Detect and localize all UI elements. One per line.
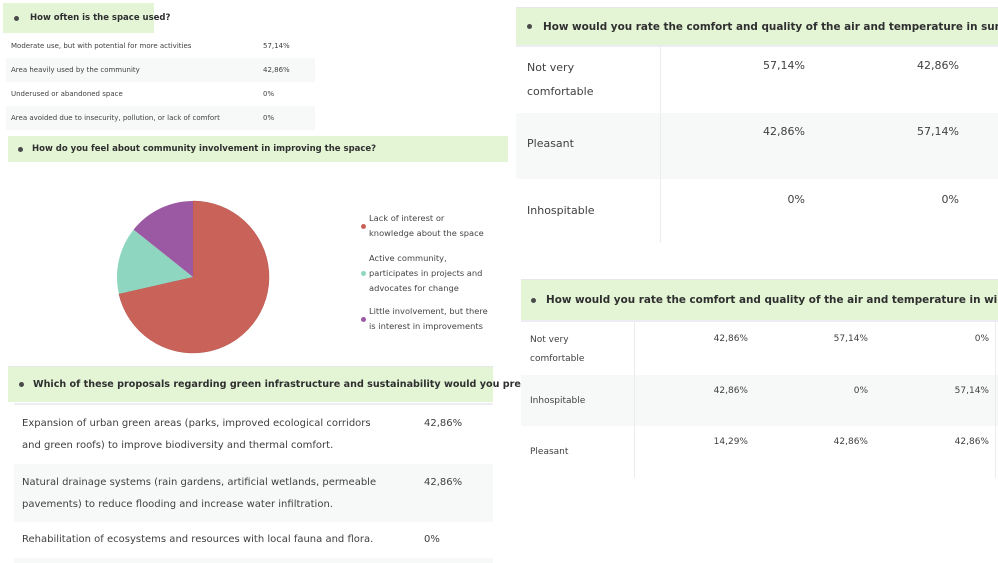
legend-dot-icon <box>361 223 366 229</box>
summer-question-header: How would you rate the comfort and quali… <box>516 8 998 45</box>
row-value-1: 42,86% <box>713 334 748 344</box>
row-label: Pleasant <box>527 137 574 150</box>
table-row: Not very comfortable 42,86% 57,14% 0% <box>521 322 998 375</box>
table-row: Rehabilitation of ecosystems and resourc… <box>14 522 493 558</box>
row-label: Underused or abandoned space <box>11 90 123 98</box>
bullet-icon <box>19 382 24 387</box>
pie-slice-little-involvement[interactable] <box>133 201 193 277</box>
row-value-3: 57,14% <box>954 386 989 396</box>
row-value-2: 57,14% <box>833 334 868 344</box>
row-value-1: 42,86% <box>713 386 748 396</box>
row-value-1: 0% <box>787 193 805 206</box>
proposals-question-header: Which of these proposals regarding green… <box>8 367 542 402</box>
row-value-2: 42,86% <box>917 59 959 72</box>
row-value-1: 57,14% <box>763 59 805 72</box>
row-value: 42,86% <box>424 477 463 488</box>
legend-text: Active community, <box>369 253 447 263</box>
proposals-question: Which of these proposals regarding green… <box>33 379 542 390</box>
row-label: Inhospitable <box>530 396 586 406</box>
table-row: Area heavily used by the community 42,86… <box>6 58 315 82</box>
legend-text: knowledge about the space <box>369 228 484 238</box>
row-value: 42,86% <box>424 418 463 429</box>
table-row: Moderate use, but with potential for mor… <box>6 33 315 58</box>
table-row: Natural drainage systems (rain gardens, … <box>14 464 493 522</box>
row-label: Inhospitable <box>527 204 595 217</box>
bullet-icon <box>14 15 19 21</box>
legend-item-active-community[interactable]: Active community, participates in projec… <box>361 251 482 296</box>
row-label: Moderate use, but with potential for mor… <box>11 41 192 50</box>
bullet-icon <box>531 297 536 303</box>
row-value-2: 42,86% <box>833 437 868 447</box>
row-value-1: 42,86% <box>763 125 805 138</box>
involvement-question-header: How do you feel about community involvem… <box>8 136 508 162</box>
table-row: Pleasant 14,29% 42,86% 42,86% <box>521 426 998 478</box>
involvement-pie-chart <box>116 200 270 354</box>
table-row: Pleasant 42,86% 57,14% <box>516 113 998 179</box>
table-row: Inhospitable 0% 0% <box>516 179 998 243</box>
involvement-question: How do you feel about community involvem… <box>32 144 377 154</box>
table-row-stub <box>14 558 493 563</box>
row-label: Pleasant <box>530 447 569 457</box>
legend-item-little-involvement[interactable]: Little involvement, but there is interes… <box>361 304 488 334</box>
divider <box>516 45 998 47</box>
row-value: 42,86% <box>263 66 290 74</box>
legend-text: Lack of interest or <box>369 213 445 223</box>
usage-question: How often is the space used? <box>30 13 171 23</box>
row-value: 0% <box>263 90 275 98</box>
table-row: Inhospitable 42,86% 0% 57,14% <box>521 375 998 426</box>
summer-question: How would you rate the comfort and quali… <box>543 20 998 33</box>
winter-question-header: How would you rate the comfort and quali… <box>521 280 998 320</box>
row-value-2: 0% <box>941 193 959 206</box>
pie-slice-lack-of-interest[interactable] <box>118 200 270 354</box>
row-value-2: 0% <box>853 386 868 396</box>
row-value-2: 57,14% <box>917 125 959 138</box>
row-label: Rehabilitation of ecosystems and resourc… <box>22 534 374 545</box>
row-label: Not very <box>527 61 575 74</box>
pie-slice-active-community[interactable] <box>116 229 193 294</box>
row-value-3: 42,86% <box>954 437 989 447</box>
row-label: pavements) to reduce flooding and increa… <box>22 499 333 510</box>
winter-question: How would you rate the comfort and quali… <box>546 294 998 306</box>
table-row: Not very comfortable 57,14% 42,86% <box>516 47 998 113</box>
legend-text: Little involvement, but there <box>369 306 488 316</box>
usage-question-header: How often is the space used? <box>3 3 170 33</box>
row-value: 0% <box>263 114 275 122</box>
row-value-3: 0% <box>974 334 989 344</box>
row-label: Not very <box>530 335 569 345</box>
row-label: Area avoided due to insecurity, pollutio… <box>11 114 220 122</box>
row-value: 57,14% <box>263 41 290 50</box>
row-label: Expansion of urban green areas (parks, i… <box>22 418 371 429</box>
row-label: Natural drainage systems (rain gardens, … <box>22 477 377 488</box>
legend-text: is interest in improvements <box>369 321 483 331</box>
row-label: Area heavily used by the community <box>11 66 140 74</box>
row-label: and green roofs) to improve biodiversity… <box>22 440 334 451</box>
row-value-1: 14,29% <box>713 437 748 447</box>
table-row: Expansion of urban green areas (parks, i… <box>14 405 493 464</box>
row-label: comfortable <box>530 354 585 364</box>
row-value: 0% <box>424 534 440 545</box>
legend-dot-icon <box>361 316 366 322</box>
bullet-icon <box>527 24 532 29</box>
column-divider <box>634 322 635 478</box>
legend-text: advocates for change <box>369 283 459 293</box>
column-divider <box>995 322 996 478</box>
column-divider <box>660 47 661 243</box>
legend-text: participates in projects and <box>369 268 483 278</box>
divider <box>521 320 998 322</box>
table-row: Area avoided due to insecurity, pollutio… <box>6 106 315 130</box>
bullet-icon <box>18 146 23 152</box>
table-row: Underused or abandoned space 0% <box>6 82 315 106</box>
legend-item-lack-of-interest[interactable]: Lack of interest or knowledge about the … <box>361 211 484 241</box>
divider <box>14 403 493 405</box>
row-label: comfortable <box>527 85 594 98</box>
legend-dot-icon <box>361 271 366 276</box>
